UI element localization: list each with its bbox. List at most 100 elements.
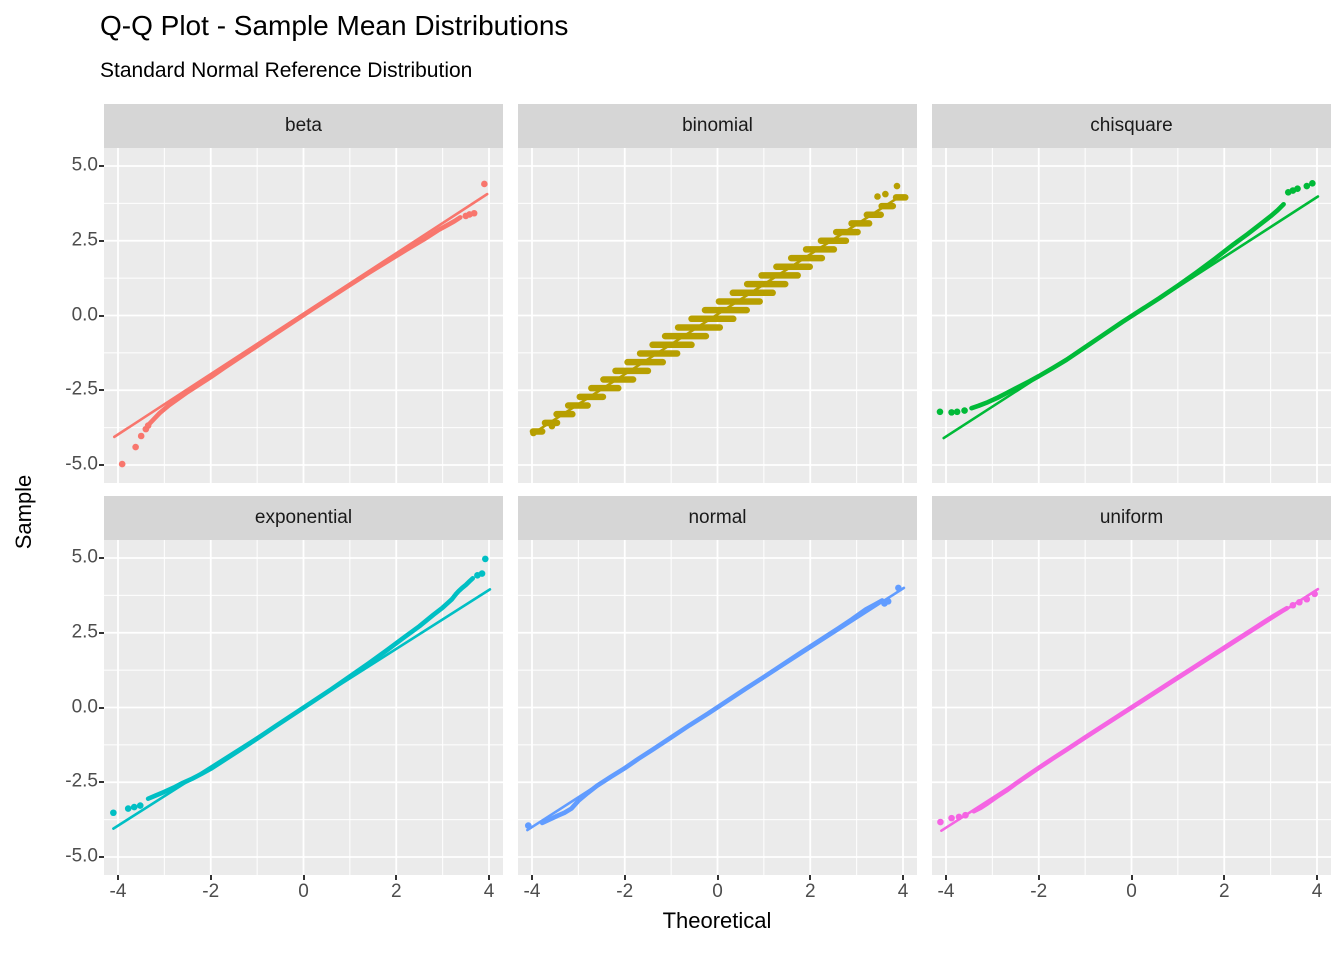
x-tick-label: 2 xyxy=(390,881,402,902)
qq-point xyxy=(884,598,892,605)
y-tick-mark xyxy=(99,706,104,709)
x-tick-label: -4 xyxy=(523,881,541,902)
facet-strip-label: normal xyxy=(688,507,747,528)
facet-strip-exponential: exponential xyxy=(104,496,503,540)
x-tick-label: -2 xyxy=(1030,881,1048,902)
qq-point xyxy=(961,407,968,414)
x-tick-mark xyxy=(531,875,533,880)
y-tick-label: 0.0 xyxy=(71,304,98,326)
chart-title: Q-Q Plot - Sample Mean Distributions xyxy=(100,10,569,41)
facet-strip-beta: beta xyxy=(104,104,503,148)
facet-strip-chisquare: chisquare xyxy=(932,104,1331,148)
facet-panel-uniform xyxy=(932,540,1331,875)
y-tick-mark xyxy=(99,557,104,559)
y-tick-mark xyxy=(99,856,104,858)
x-tick-mark xyxy=(1130,875,1133,880)
qq-point xyxy=(1294,185,1301,193)
qq-point xyxy=(132,443,139,451)
facet-strip-uniform: uniform xyxy=(932,496,1331,540)
y-tick-label: 2.5 xyxy=(71,229,98,251)
y-axis-title: Sample xyxy=(11,474,36,550)
y-tick-label: -2.5 xyxy=(65,770,98,792)
facet-strip-binomial: binomial xyxy=(518,104,917,148)
facet-strip-label: uniform xyxy=(1099,507,1164,528)
qq-point xyxy=(110,809,117,817)
qq-reference-line xyxy=(535,195,901,433)
y-tick-label: -5.0 xyxy=(65,453,98,475)
x-tick-mark xyxy=(395,875,398,880)
qq-point xyxy=(895,584,902,592)
qq-point xyxy=(1311,590,1318,598)
qq-point xyxy=(118,460,126,468)
x-tick-label: -2 xyxy=(202,881,220,902)
y-tick-label: 0.0 xyxy=(71,696,98,718)
qq-point xyxy=(130,803,138,811)
qq-point xyxy=(948,814,955,822)
qq-point-band xyxy=(145,576,476,801)
qq-point xyxy=(124,805,132,812)
x-tick-mark xyxy=(1223,875,1226,880)
qq-point xyxy=(137,432,145,440)
qq-point-band xyxy=(969,201,1286,411)
x-tick-mark xyxy=(1316,875,1318,880)
facet-strip-label: exponential xyxy=(254,507,353,528)
facet-panel-beta xyxy=(104,148,503,483)
qq-point xyxy=(136,802,144,809)
qq-point-band xyxy=(971,605,1290,814)
facet-panel-normal xyxy=(518,540,917,875)
qq-point xyxy=(144,422,152,429)
facet-panel-chisquare xyxy=(932,148,1331,483)
x-tick-label: 0 xyxy=(298,881,309,902)
y-tick-label: 5.0 xyxy=(71,546,98,568)
y-tick-mark xyxy=(99,239,104,242)
qq-point xyxy=(1303,595,1311,603)
qq-point xyxy=(874,193,881,200)
x-tick-label: 4 xyxy=(483,881,495,902)
x-tick-mark xyxy=(945,875,947,880)
x-tick-mark xyxy=(902,875,904,880)
y-tick-mark xyxy=(99,464,104,466)
y-tick-label: -2.5 xyxy=(65,378,98,400)
y-tick-mark xyxy=(99,165,104,167)
x-tick-mark xyxy=(302,875,305,880)
qq-point xyxy=(962,811,969,819)
x-axis-title: Theoretical xyxy=(662,908,772,933)
qq-point xyxy=(524,822,532,829)
x-tick-label: 4 xyxy=(897,881,909,902)
x-tick-mark xyxy=(488,875,490,880)
qq-point xyxy=(1289,601,1297,609)
x-tick-label: 4 xyxy=(1311,881,1323,902)
x-tick-label: 2 xyxy=(804,881,816,902)
x-tick-label: -2 xyxy=(616,881,634,902)
qq-point xyxy=(937,818,944,826)
qq-point xyxy=(1309,180,1316,187)
y-tick-mark xyxy=(99,631,104,634)
qq-point xyxy=(936,408,944,416)
facet-panel-exponential xyxy=(104,540,503,875)
facet-strip-label: beta xyxy=(285,115,322,136)
qq-point xyxy=(548,422,556,430)
qq-point xyxy=(1296,598,1303,606)
qq-point xyxy=(478,570,486,577)
facet-strip-normal: normal xyxy=(518,496,917,540)
y-tick-mark xyxy=(99,389,104,392)
y-tick-label: 2.5 xyxy=(71,621,98,643)
facet-strip-label: binomial xyxy=(682,115,753,136)
x-tick-mark xyxy=(117,875,119,880)
qq-point xyxy=(481,555,489,563)
y-tick-label: -5.0 xyxy=(65,845,98,867)
chart-subtitle: Standard Normal Reference Distribution xyxy=(100,59,473,82)
qq-point xyxy=(530,429,537,437)
x-tick-label: 0 xyxy=(1126,881,1137,902)
x-tick-label: -4 xyxy=(109,881,127,902)
x-tick-label: 2 xyxy=(1218,881,1230,902)
qq-point xyxy=(470,209,478,217)
x-tick-mark xyxy=(1037,875,1040,880)
qq-point-band xyxy=(147,215,463,427)
qq-point xyxy=(481,180,488,188)
x-tick-mark xyxy=(209,875,212,880)
y-tick-label: 5.0 xyxy=(71,154,98,176)
qq-point xyxy=(1303,182,1311,190)
x-tick-mark xyxy=(623,875,626,880)
